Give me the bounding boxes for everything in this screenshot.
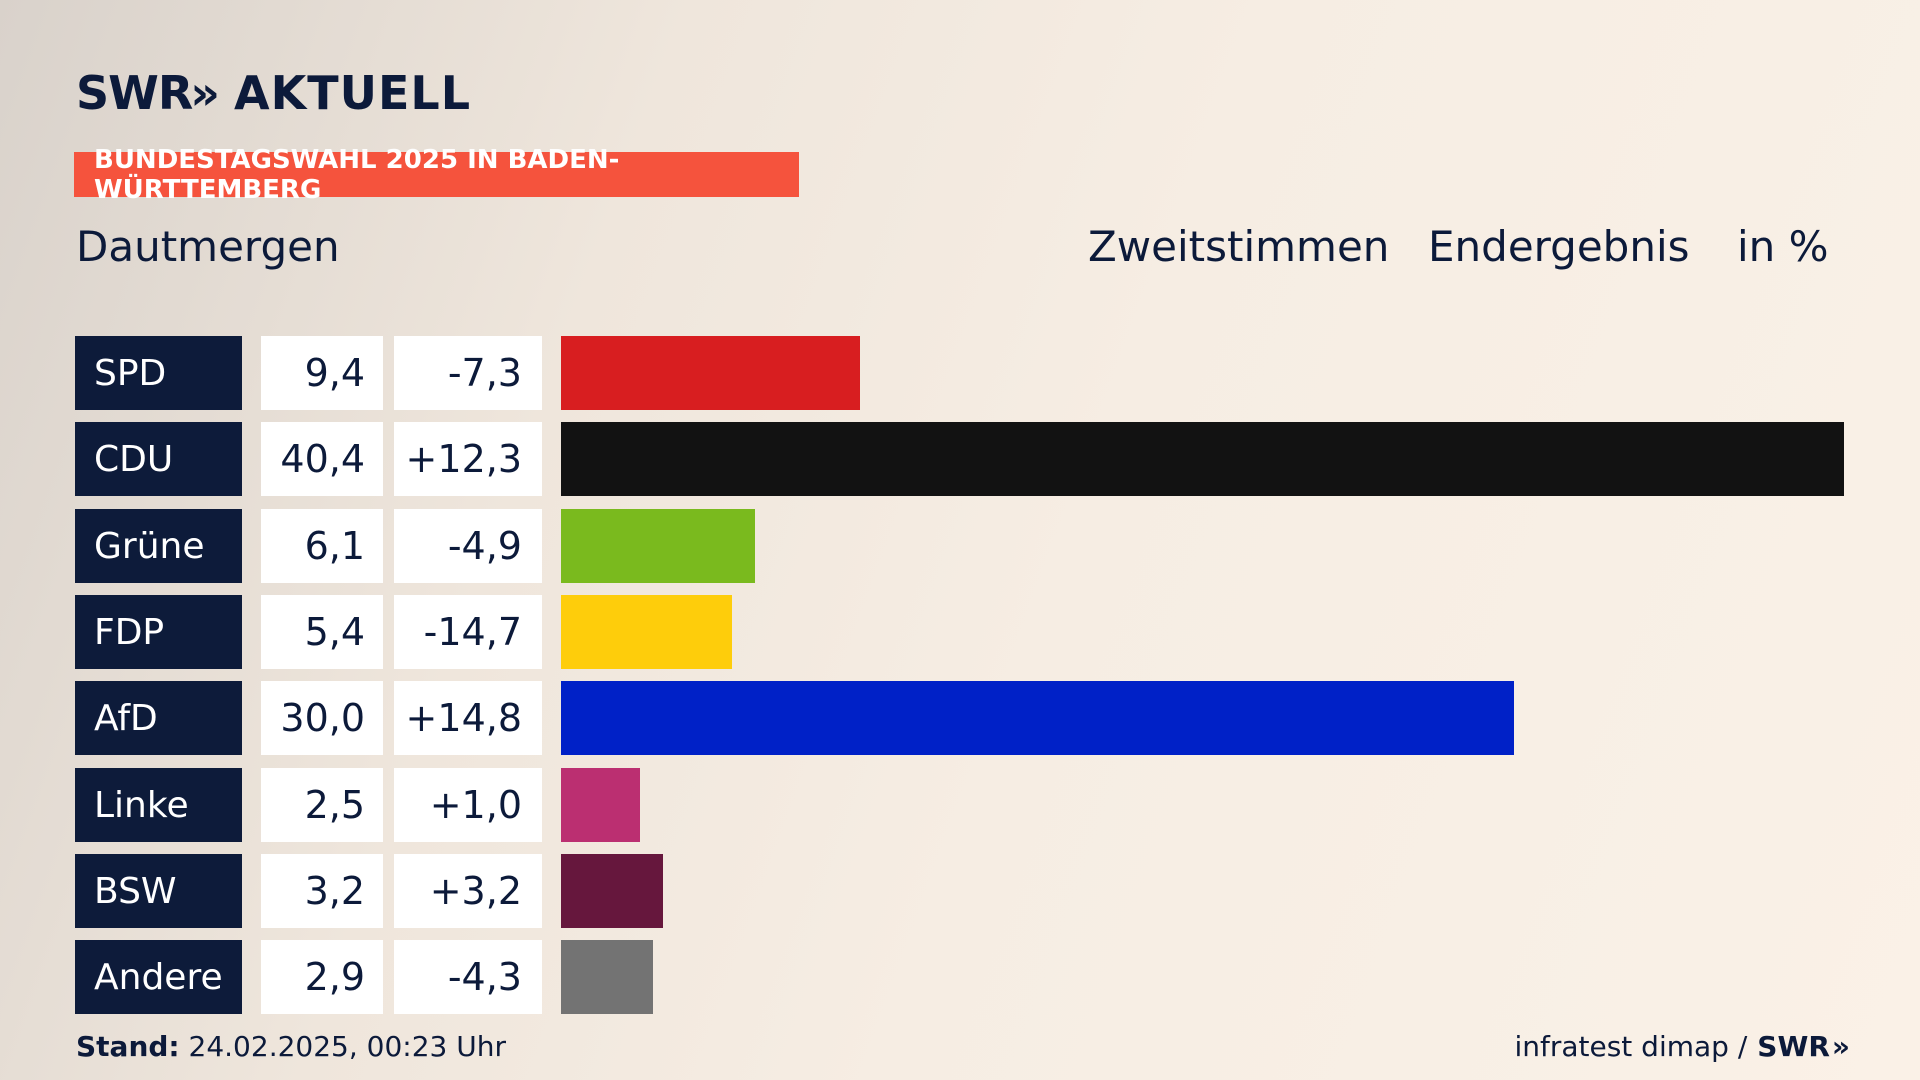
bar — [561, 595, 732, 669]
source-credit: infratest dimap / SWR » — [1514, 1030, 1850, 1063]
chevron-right-icon: » — [190, 66, 220, 120]
election-banner: BUNDESTAGSWAHL 2025 IN BADEN-WÜRTTEMBERG — [74, 145, 799, 205]
party-label: Grüne — [75, 509, 242, 583]
bar — [561, 509, 755, 583]
chevron-right-icon: » — [1831, 1030, 1850, 1063]
change-label: +1,0 — [394, 768, 542, 842]
source-logo: SWR — [1757, 1030, 1830, 1063]
vote-share-label: 6,1 — [261, 509, 383, 583]
bar — [561, 681, 1514, 755]
logo-aktuell-text: AKTUELL — [234, 66, 472, 120]
party-label: Linke — [75, 768, 242, 842]
vote-share-label: 9,4 — [261, 336, 383, 410]
bar — [561, 768, 640, 842]
swr-aktuell-logo: SWR » AKTUELL — [76, 66, 471, 120]
bar — [561, 940, 653, 1014]
party-label: Andere — [75, 940, 242, 1014]
stand-value: 24.02.2025, 00:23 Uhr — [188, 1030, 506, 1063]
vote-type-label: Zweitstimmen — [1088, 222, 1390, 271]
change-label: +14,8 — [394, 681, 542, 755]
party-label: BSW — [75, 854, 242, 928]
party-label: FDP — [75, 595, 242, 669]
change-label: -4,9 — [394, 509, 542, 583]
party-label: CDU — [75, 422, 242, 496]
bar — [561, 854, 663, 928]
change-label: -7,3 — [394, 336, 542, 410]
bar — [561, 336, 860, 410]
vote-share-label: 3,2 — [261, 854, 383, 928]
timestamp: Stand: 24.02.2025, 00:23 Uhr — [76, 1030, 506, 1063]
unit-label: in % — [1737, 222, 1829, 271]
vote-share-label: 40,4 — [261, 422, 383, 496]
vote-share-label: 2,5 — [261, 768, 383, 842]
vote-share-label: 30,0 — [261, 681, 383, 755]
stand-label: Stand: — [76, 1030, 180, 1063]
bar — [561, 422, 1844, 496]
logo-swr-text: SWR — [76, 66, 193, 120]
change-label: +12,3 — [394, 422, 542, 496]
party-label: SPD — [75, 336, 242, 410]
change-label: -4,3 — [394, 940, 542, 1014]
region-title: Dautmergen — [76, 222, 340, 271]
result-status-label: Endergebnis — [1428, 222, 1690, 271]
change-label: -14,7 — [394, 595, 542, 669]
change-label: +3,2 — [394, 854, 542, 928]
party-label: AfD — [75, 681, 242, 755]
source-text: infratest dimap / — [1514, 1030, 1748, 1063]
vote-share-label: 5,4 — [261, 595, 383, 669]
vote-share-label: 2,9 — [261, 940, 383, 1014]
